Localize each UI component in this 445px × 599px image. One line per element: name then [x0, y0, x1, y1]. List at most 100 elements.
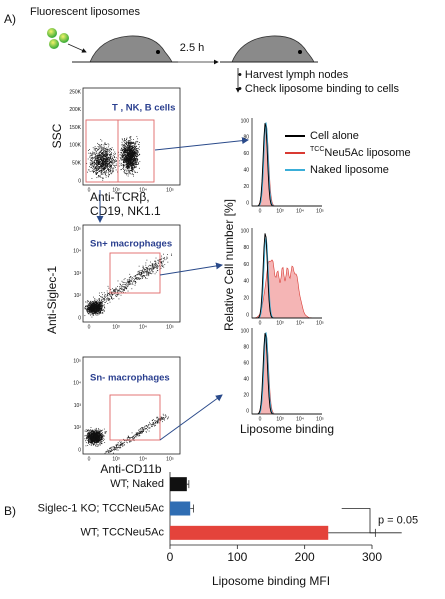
event-dot	[130, 163, 132, 165]
event-dot	[107, 175, 109, 177]
event-dot	[134, 171, 136, 173]
event-dot	[127, 148, 129, 149]
event-dot	[135, 433, 137, 435]
event-dot	[127, 167, 129, 169]
event-dot	[103, 149, 104, 151]
event-dot	[100, 158, 102, 160]
event-dot	[100, 148, 102, 150]
event-dot	[134, 152, 135, 154]
event-dot	[93, 304, 95, 305]
event-dot	[106, 294, 108, 296]
event-dot	[163, 256, 165, 258]
event-dot	[96, 439, 98, 441]
event-dot	[130, 142, 131, 144]
event-dot	[131, 153, 133, 155]
event-dot	[131, 154, 133, 155]
event-dot	[99, 432, 101, 434]
event-dot	[90, 439, 92, 441]
event-dot	[142, 269, 144, 271]
event-dot	[126, 157, 128, 159]
event-dot	[100, 303, 102, 305]
event-dot	[134, 148, 135, 150]
event-dot	[120, 443, 121, 445]
event-dot	[86, 306, 88, 308]
event-dot	[134, 278, 136, 280]
event-dot	[98, 312, 100, 314]
event-dot	[94, 301, 96, 303]
event-dot	[132, 162, 134, 164]
event-dot	[93, 310, 95, 312]
event-dot	[124, 138, 126, 139]
event-dot	[97, 306, 98, 308]
event-dot	[97, 313, 99, 315]
event-dot	[96, 157, 98, 159]
event-dot	[101, 167, 102, 169]
event-dot	[130, 164, 132, 165]
event-dot	[110, 154, 112, 156]
event-dot	[124, 173, 126, 175]
event-dot	[154, 260, 155, 262]
x-tick-label: 10⁴	[139, 456, 147, 462]
event-dot	[96, 310, 98, 312]
event-dot	[164, 417, 166, 419]
event-dot	[94, 433, 96, 435]
event-dot	[121, 147, 123, 149]
y-tick-label: 10³	[74, 403, 82, 409]
event-dot	[98, 444, 99, 446]
event-dot	[94, 434, 96, 435]
event-dot	[105, 451, 107, 452]
event-dot	[89, 440, 91, 442]
event-dot	[131, 168, 132, 170]
event-dot	[109, 154, 111, 155]
event-dot	[85, 305, 86, 307]
event-dot	[102, 150, 104, 151]
event-dot	[150, 270, 152, 272]
event-dot	[103, 172, 104, 173]
event-dot	[129, 153, 131, 154]
event-dot	[131, 155, 133, 156]
event-dot	[101, 150, 102, 152]
event-dot	[109, 451, 111, 453]
event-dot	[132, 169, 133, 171]
event-dot	[125, 440, 127, 442]
event-dot	[90, 314, 91, 316]
event-dot	[133, 160, 135, 162]
event-dot	[91, 154, 93, 156]
event-dot	[125, 160, 127, 162]
event-dot	[91, 305, 93, 306]
event-dot	[104, 296, 106, 298]
event-dot	[96, 159, 98, 161]
event-dot	[108, 298, 110, 300]
event-dot	[110, 173, 112, 174]
event-dot	[104, 452, 106, 454]
event-dot	[128, 160, 130, 162]
event-dot	[95, 312, 97, 314]
event-dot	[94, 310, 96, 312]
event-dot	[127, 141, 129, 143]
event-dot	[104, 164, 106, 166]
event-dot	[104, 166, 106, 168]
event-dot	[91, 163, 93, 164]
event-dot	[100, 430, 101, 432]
event-dot	[106, 149, 108, 151]
event-dot	[129, 151, 130, 153]
event-dot	[130, 136, 132, 138]
event-dot	[101, 305, 103, 307]
event-dot	[97, 440, 99, 442]
event-dot	[128, 166, 130, 168]
event-dot	[126, 149, 127, 151]
event-dot	[93, 305, 95, 307]
event-dot	[111, 167, 112, 169]
event-dot	[132, 141, 134, 143]
event-dot	[98, 175, 100, 177]
event-dot	[102, 309, 104, 311]
event-dot	[118, 443, 120, 445]
event-dot	[139, 142, 140, 143]
event-dot	[126, 168, 128, 170]
event-dot	[163, 414, 165, 416]
event-dot	[133, 163, 135, 165]
event-dot	[133, 164, 135, 165]
event-dot	[90, 302, 91, 303]
event-dot	[135, 152, 137, 154]
event-dot	[102, 149, 103, 151]
